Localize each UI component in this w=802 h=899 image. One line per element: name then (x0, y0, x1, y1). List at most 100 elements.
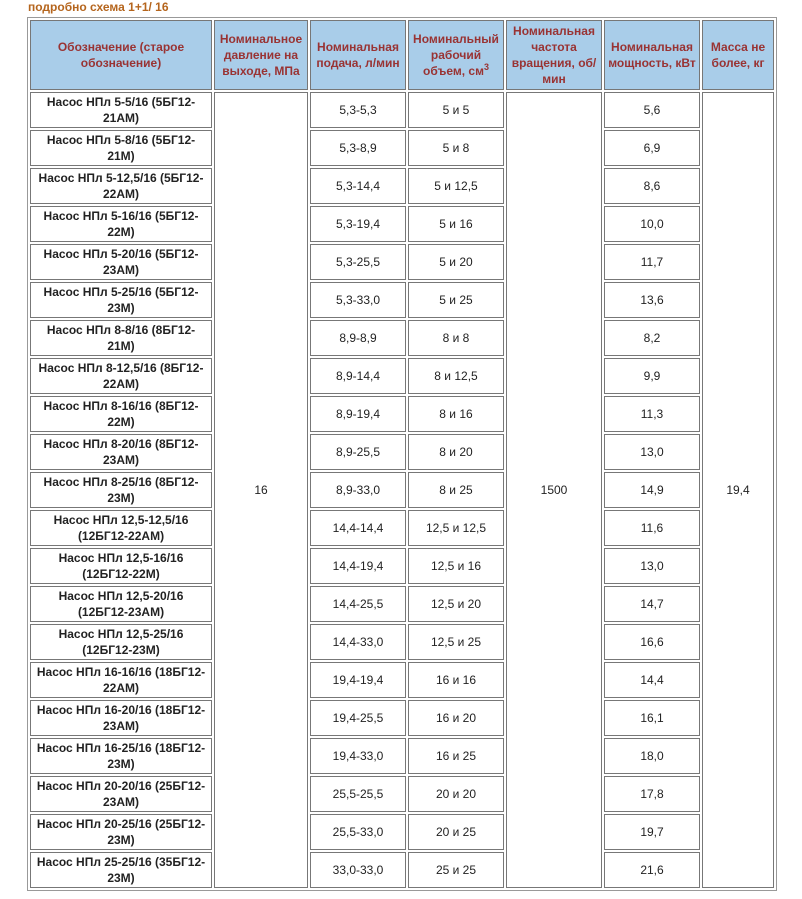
table-row: Насос НПл 5-8/16 (5БГ12-21М) 5,3-8,9 5 и 8… (30, 130, 774, 166)
header-cell: Номинальное давление на выходе, МПа (214, 20, 308, 90)
volume-cell: 5 и 5 (408, 92, 504, 128)
power-cell: 10,0 (604, 206, 700, 242)
pump-name: Насос НПл 25-25/16 (35БГ12-23М) (30, 852, 212, 888)
volume-cell: 12,5 и 12,5 (408, 510, 504, 546)
pump-name: Насос НПл 20-20/16 (25БГ12-23АМ) (30, 776, 212, 812)
header-text: Обозначение (старое обозначение) (57, 40, 185, 70)
header-cell: Номинальная мощность, кВт (604, 20, 700, 90)
table-row: Насос НПл 12,5-12,5/16 (12БГ12-22АМ) 14,4… (30, 510, 774, 546)
table-row: Насос НПл 16-16/16 (18БГ12-22АМ) 19,4-19,… (30, 662, 774, 698)
table-row: Насос НПл 12,5-25/16 (12БГ12-23М) 14,4-33… (30, 624, 774, 660)
flow-cell: 5,3-8,9 (310, 130, 406, 166)
table-row: Насос НПл 8-25/16 (8БГ12-23М) 8,9-33,0 8 и… (30, 472, 774, 508)
pump-name: Насос НПл 5-12,5/16 (5БГ12-22АМ) (30, 168, 212, 204)
power-cell: 13,0 (604, 548, 700, 584)
volume-cell: 5 и 8 (408, 130, 504, 166)
pump-name: Насос НПл 5-25/16 (5БГ12-23М) (30, 282, 212, 318)
flow-cell: 19,4-19,4 (310, 662, 406, 698)
volume-cell: 20 и 20 (408, 776, 504, 812)
header-cell: Обозначение (старое обозначение) (30, 20, 212, 90)
pump-name: Насос НПл 12,5-25/16 (12БГ12-23М) (30, 624, 212, 660)
flow-cell: 8,9-8,9 (310, 320, 406, 356)
pressure-cell: 16 (214, 92, 308, 888)
pump-name: Насос НПл 5-5/16 (5БГ12-21АМ) (30, 92, 212, 128)
table-row: Насос НПл 20-25/16 (25БГ12-23М) 25,5-33,0… (30, 814, 774, 850)
volume-cell: 16 и 25 (408, 738, 504, 774)
flow-cell: 14,4-25,5 (310, 586, 406, 622)
volume-cell: 8 и 25 (408, 472, 504, 508)
power-cell: 14,9 (604, 472, 700, 508)
pump-name: Насос НПл 12,5-12,5/16 (12БГ12-22АМ) (30, 510, 212, 546)
table-body: Насос НПл 5-5/16 (5БГ12-21АМ) 16 5,3-5,3 5 … (30, 92, 774, 888)
power-cell: 13,0 (604, 434, 700, 470)
flow-cell: 14,4-19,4 (310, 548, 406, 584)
volume-cell: 5 и 20 (408, 244, 504, 280)
flow-cell: 14,4-33,0 (310, 624, 406, 660)
header-text: Номинальный рабочий объем, см (413, 32, 499, 78)
pump-name: Насос НПл 8-16/16 (8БГ12-22М) (30, 396, 212, 432)
volume-cell: 5 и 16 (408, 206, 504, 242)
volume-cell: 20 и 25 (408, 814, 504, 850)
power-cell: 16,1 (604, 700, 700, 736)
table-row: Насос НПл 8-16/16 (8БГ12-22М) 8,9-19,4 8 и… (30, 396, 774, 432)
volume-cell: 25 и 25 (408, 852, 504, 888)
table-row: Насос НПл 8-12,5/16 (8БГ12-22АМ) 8,9-14,4… (30, 358, 774, 394)
volume-cell: 5 и 25 (408, 282, 504, 318)
power-cell: 11,7 (604, 244, 700, 280)
flow-cell: 8,9-19,4 (310, 396, 406, 432)
flow-cell: 33,0-33,0 (310, 852, 406, 888)
header-text: Номинальная подача, л/мин (316, 40, 400, 70)
pump-name: Насос НПл 8-20/16 (8БГ12-23АМ) (30, 434, 212, 470)
table-row: Насос НПл 16-25/16 (18БГ12-23М) 19,4-33,0… (30, 738, 774, 774)
volume-cell: 16 и 20 (408, 700, 504, 736)
power-cell: 8,2 (604, 320, 700, 356)
table-row: Насос НПл 12,5-16/16 (12БГ12-22М) 14,4-19… (30, 548, 774, 584)
flow-cell: 5,3-25,5 (310, 244, 406, 280)
table-row: Насос НПл 16-20/16 (18БГ12-23АМ) 19,4-25,… (30, 700, 774, 736)
table-row: Насос НПл 20-20/16 (25БГ12-23АМ) 25,5-25,… (30, 776, 774, 812)
volume-cell: 12,5 и 16 (408, 548, 504, 584)
pump-name: Насос НПл 5-20/16 (5БГ12-23АМ) (30, 244, 212, 280)
table-row: Насос НПл 25-25/16 (35БГ12-23М) 33,0-33,0… (30, 852, 774, 888)
power-cell: 11,6 (604, 510, 700, 546)
flow-cell: 19,4-25,5 (310, 700, 406, 736)
table-row: Насос НПл 5-20/16 (5БГ12-23АМ) 5,3-25,5 5 … (30, 244, 774, 280)
pump-name: Насос НПл 12,5-16/16 (12БГ12-22М) (30, 548, 212, 584)
power-cell: 6,9 (604, 130, 700, 166)
power-cell: 5,6 (604, 92, 700, 128)
pump-name: Насос НПл 5-16/16 (5БГ12-22М) (30, 206, 212, 242)
header-sup: 3 (483, 62, 489, 72)
volume-cell: 16 и 16 (408, 662, 504, 698)
header-text: Номинальная мощность, кВт (608, 40, 696, 70)
power-cell: 8,6 (604, 168, 700, 204)
flow-cell: 25,5-33,0 (310, 814, 406, 850)
header-row: Обозначение (старое обозначение) Номиналь… (30, 20, 774, 90)
power-cell: 19,7 (604, 814, 700, 850)
mass-cell: 19,4 (702, 92, 774, 888)
power-cell: 16,6 (604, 624, 700, 660)
header-cell: Масса не более, кг (702, 20, 774, 90)
table-row: Насос НПл 8-20/16 (8БГ12-23АМ) 8,9-25,5 8 … (30, 434, 774, 470)
pump-name: Насос НПл 8-25/16 (8БГ12-23М) (30, 472, 212, 508)
table-row: Насос НПл 5-16/16 (5БГ12-22М) 5,3-19,4 5 и… (30, 206, 774, 242)
flow-cell: 14,4-14,4 (310, 510, 406, 546)
table-row: Насос НПл 5-5/16 (5БГ12-21АМ) 16 5,3-5,3 5 … (30, 92, 774, 888)
pump-name: Насос НПл 5-8/16 (5БГ12-21М) (30, 130, 212, 166)
volume-cell: 5 и 12,5 (408, 168, 504, 204)
table-row: Насос НПл 5-12,5/16 (5БГ12-22АМ) 5,3-14,4… (30, 168, 774, 204)
header-text: Масса не более, кг (710, 40, 766, 70)
pump-name: Насос НПл 16-16/16 (18БГ12-22АМ) (30, 662, 212, 698)
pump-name: Насос НПл 16-25/16 (18БГ12-23М) (30, 738, 212, 774)
flow-cell: 25,5-25,5 (310, 776, 406, 812)
flow-cell: 8,9-25,5 (310, 434, 406, 470)
table-row: Насос НПл 12,5-20/16 (12БГ12-23АМ) 14,4-2… (30, 586, 774, 622)
power-cell: 14,7 (604, 586, 700, 622)
pump-name: Насос НПл 8-12,5/16 (8БГ12-22АМ) (30, 358, 212, 394)
header-cell: Номинальная подача, л/мин (310, 20, 406, 90)
pump-name: Насос НПл 8-8/16 (8БГ12-21М) (30, 320, 212, 356)
header-cell: Номинальная частота вращения, об/мин (506, 20, 602, 90)
power-cell: 21,6 (604, 852, 700, 888)
power-cell: 17,8 (604, 776, 700, 812)
header-text: Номинальная частота вращения, об/мин (511, 24, 597, 86)
